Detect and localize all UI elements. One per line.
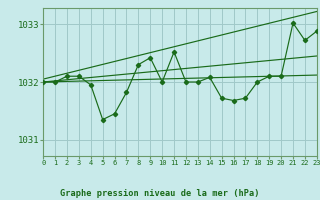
Text: Graphe pression niveau de la mer (hPa): Graphe pression niveau de la mer (hPa) <box>60 189 260 198</box>
